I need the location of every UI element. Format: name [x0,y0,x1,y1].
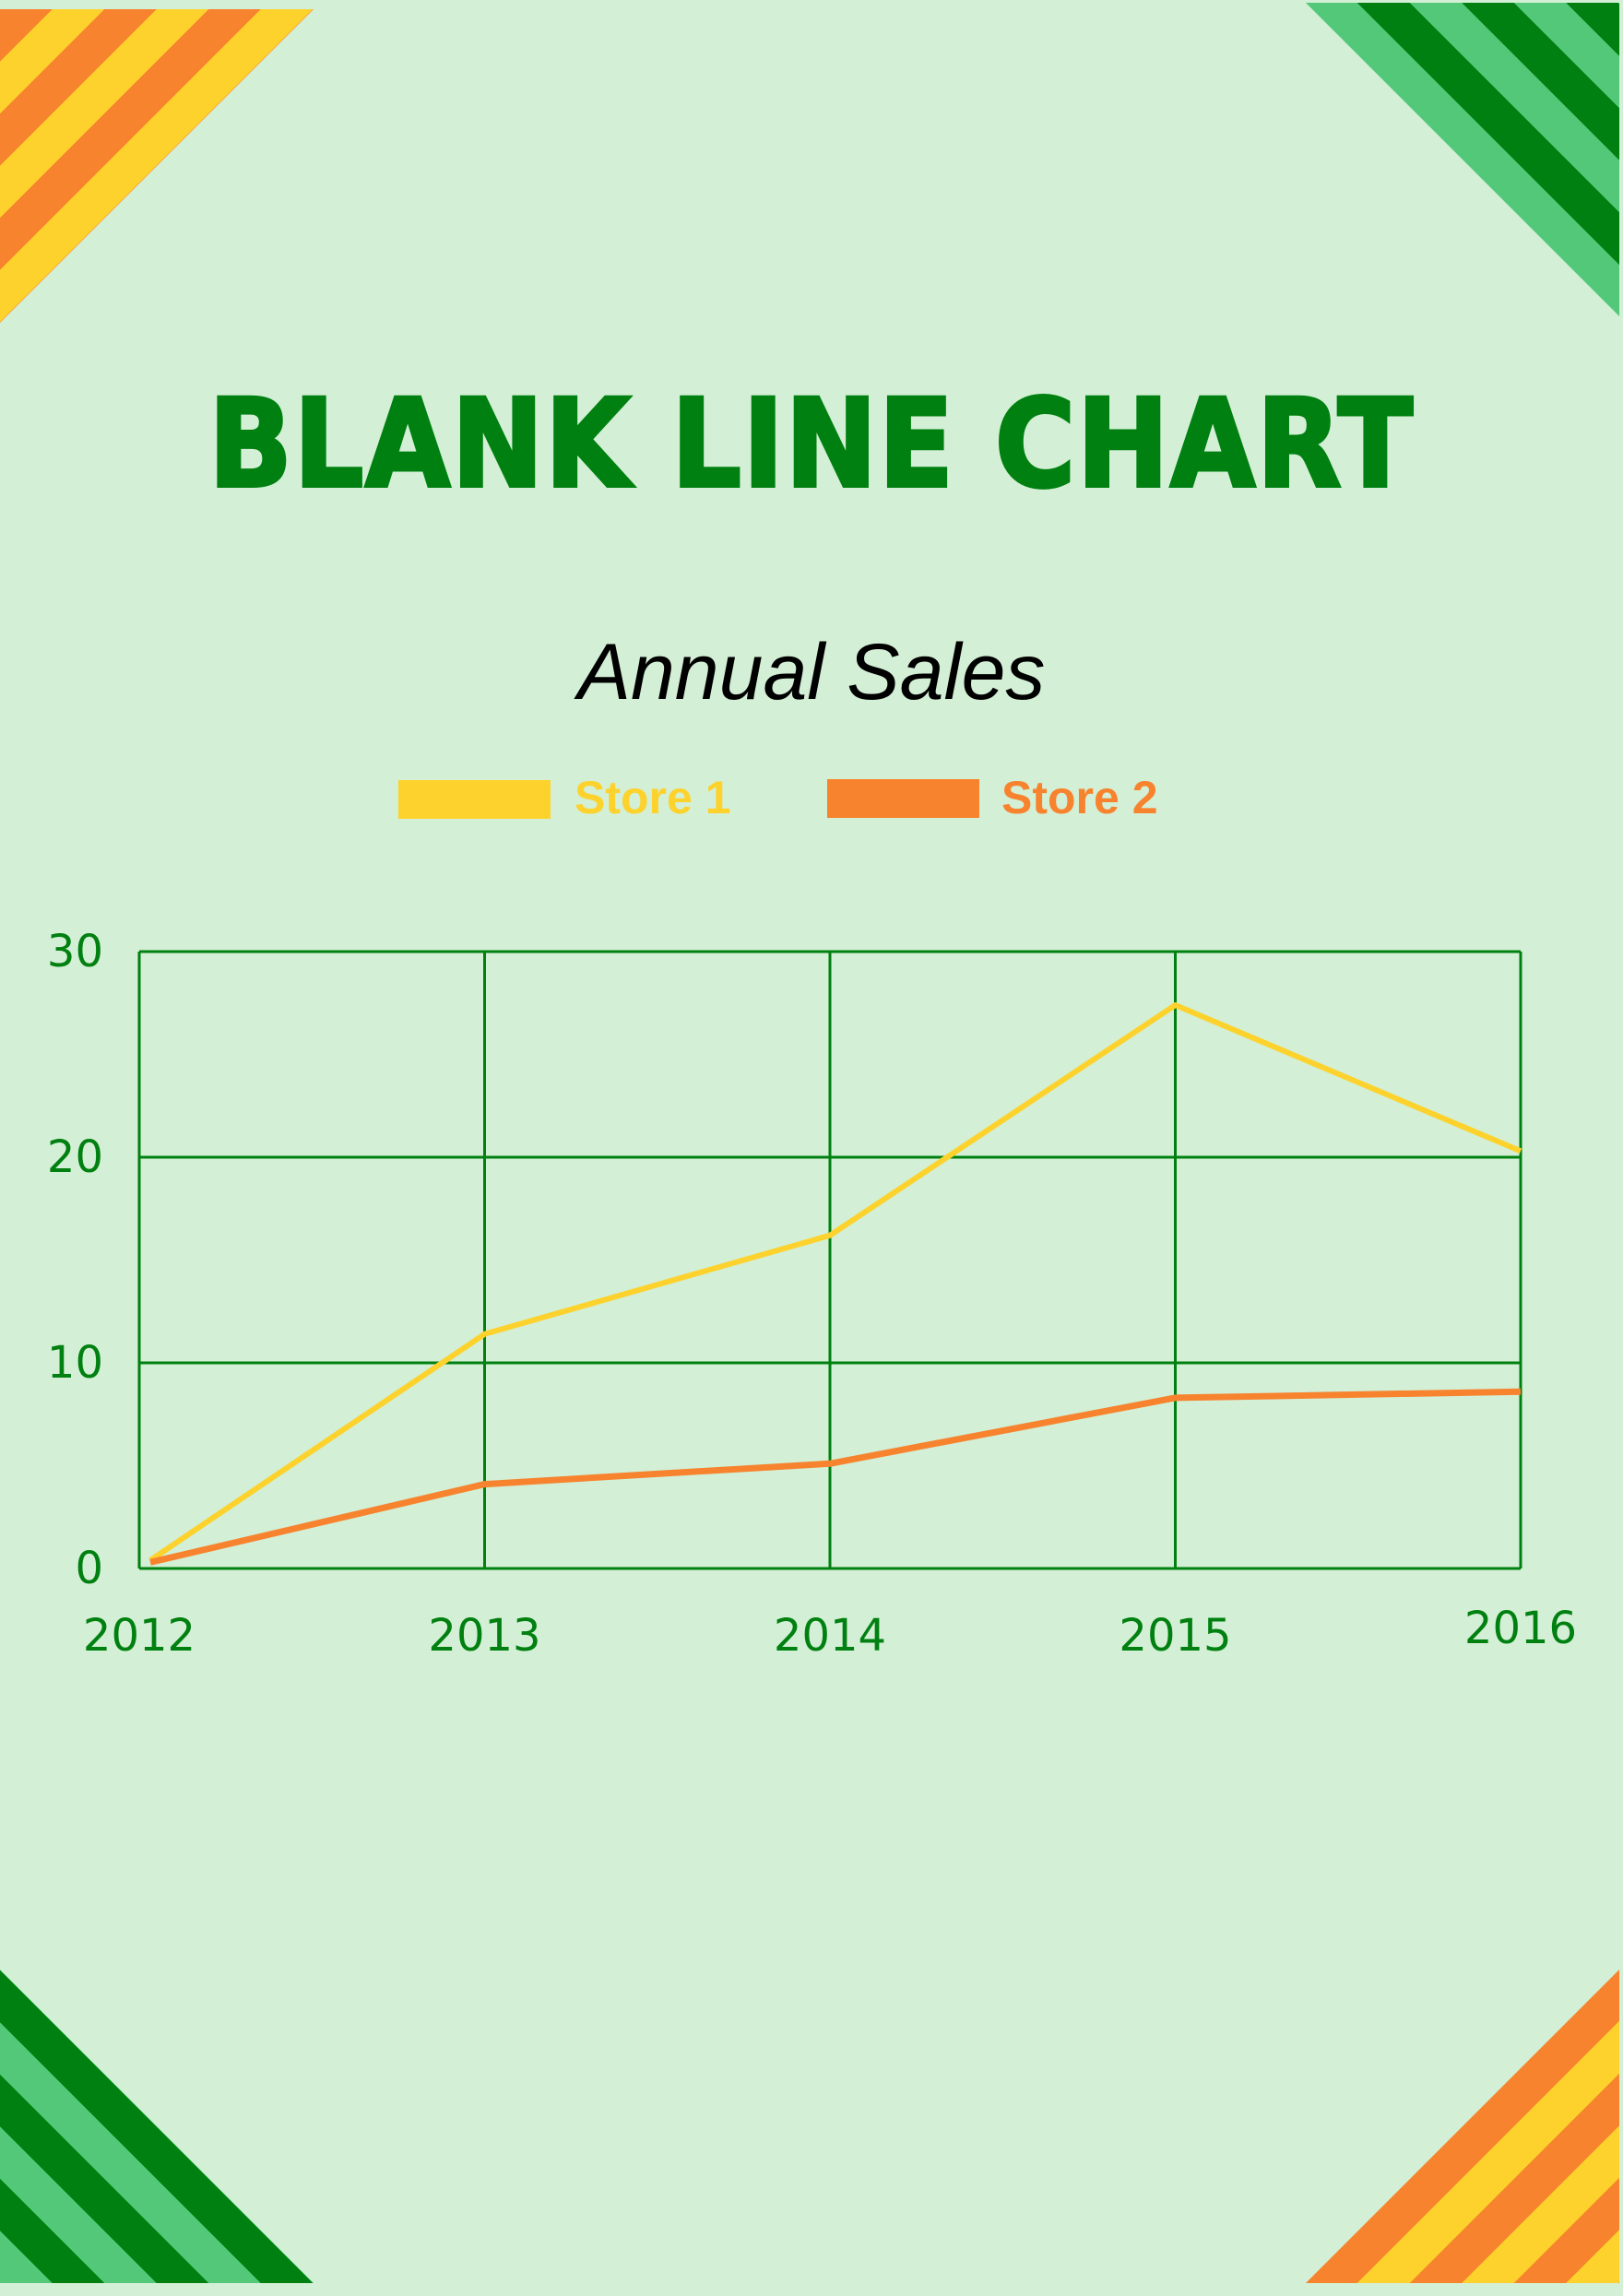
legend-label-store-1: Store 1 [575,772,731,823]
legend-swatch-store-2 [827,779,979,818]
series-line-store-2 [149,1388,1522,1566]
x-tick-label: 2013 [428,1610,540,1662]
y-tick-label: 0 [75,1543,103,1594]
y-tick-label: 30 [47,926,103,977]
x-tick-label: 2015 [1119,1610,1231,1662]
legend-label-store-2: Store 2 [1001,772,1158,823]
legend-swatch-store-1 [398,780,551,819]
page-title: BLANK LINE CHART [207,372,1415,517]
chart-subtitle: Annual Sales [577,628,1046,716]
x-tick-label: 2012 [83,1610,195,1662]
y-tick-label: 20 [47,1131,103,1183]
x-tick-label: 2014 [774,1610,886,1662]
series-line-store-1 [148,1001,1522,1563]
y-tick-label: 10 [47,1337,103,1389]
x-tick-label: 2016 [1464,1603,1577,1654]
